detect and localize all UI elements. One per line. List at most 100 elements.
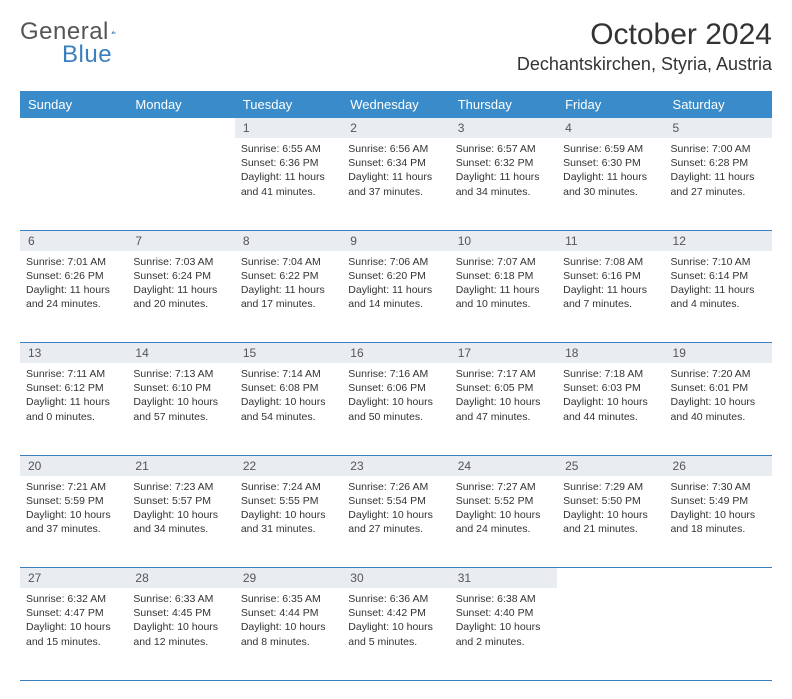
daynum-row: 20212223242526: [20, 455, 772, 476]
sunrise-line: Sunrise: 7:11 AM: [26, 367, 121, 381]
day-number-cell: 16: [342, 343, 449, 364]
day-number: 3: [450, 118, 557, 138]
day-content-cell: Sunrise: 7:04 AMSunset: 6:22 PMDaylight:…: [235, 251, 342, 343]
day-cell: Sunrise: 6:57 AMSunset: 6:32 PMDaylight:…: [450, 138, 557, 205]
daylight-line: Daylight: 11 hours and 14 minutes.: [348, 283, 443, 311]
sunrise-line: Sunrise: 7:06 AM: [348, 255, 443, 269]
day-number-cell: 7: [127, 230, 234, 251]
daylight-line: Daylight: 10 hours and 54 minutes.: [241, 395, 336, 423]
day-number-cell: 19: [665, 343, 772, 364]
day-content-cell: Sunrise: 7:18 AMSunset: 6:03 PMDaylight:…: [557, 363, 664, 455]
calendar-body: 12345Sunrise: 6:55 AMSunset: 6:36 PMDayl…: [20, 118, 772, 680]
empty-cell: [557, 568, 664, 589]
day-number-cell: 1: [235, 118, 342, 138]
day-number: 8: [235, 231, 342, 251]
day-content-cell: Sunrise: 7:08 AMSunset: 6:16 PMDaylight:…: [557, 251, 664, 343]
sunrise-line: Sunrise: 7:07 AM: [456, 255, 551, 269]
sunrise-line: Sunrise: 6:57 AM: [456, 142, 551, 156]
day-number: 9: [342, 231, 449, 251]
empty-cell: [20, 138, 127, 230]
sunrise-line: Sunrise: 6:55 AM: [241, 142, 336, 156]
day-content-cell: Sunrise: 7:07 AMSunset: 6:18 PMDaylight:…: [450, 251, 557, 343]
sunrise-line: Sunrise: 7:18 AM: [563, 367, 658, 381]
day-cell: Sunrise: 7:11 AMSunset: 6:12 PMDaylight:…: [20, 363, 127, 430]
day-content-cell: Sunrise: 7:23 AMSunset: 5:57 PMDaylight:…: [127, 476, 234, 568]
weekday-header: Saturday: [665, 91, 772, 118]
day-number-cell: 12: [665, 230, 772, 251]
day-number: 26: [665, 456, 772, 476]
daynum-row: 6789101112: [20, 230, 772, 251]
day-cell: Sunrise: 6:32 AMSunset: 4:47 PMDaylight:…: [20, 588, 127, 655]
sunset-line: Sunset: 6:12 PM: [26, 381, 121, 395]
day-cell: Sunrise: 7:03 AMSunset: 6:24 PMDaylight:…: [127, 251, 234, 318]
empty-cell: [665, 568, 772, 589]
sunset-line: Sunset: 6:24 PM: [133, 269, 228, 283]
day-content-cell: Sunrise: 6:33 AMSunset: 4:45 PMDaylight:…: [127, 588, 234, 680]
day-number-cell: 11: [557, 230, 664, 251]
sunrise-line: Sunrise: 7:10 AM: [671, 255, 766, 269]
day-number: 14: [127, 343, 234, 363]
day-cell: Sunrise: 7:18 AMSunset: 6:03 PMDaylight:…: [557, 363, 664, 430]
sunset-line: Sunset: 6:22 PM: [241, 269, 336, 283]
sunrise-line: Sunrise: 6:35 AM: [241, 592, 336, 606]
day-cell: Sunrise: 7:00 AMSunset: 6:28 PMDaylight:…: [665, 138, 772, 205]
calendar-row: Sunrise: 6:55 AMSunset: 6:36 PMDaylight:…: [20, 138, 772, 230]
weekday-header: Sunday: [20, 91, 127, 118]
day-number: 11: [557, 231, 664, 251]
day-number: 25: [557, 456, 664, 476]
sunset-line: Sunset: 6:08 PM: [241, 381, 336, 395]
sunset-line: Sunset: 4:44 PM: [241, 606, 336, 620]
day-cell: Sunrise: 6:38 AMSunset: 4:40 PMDaylight:…: [450, 588, 557, 655]
day-number: 19: [665, 343, 772, 363]
location-subtitle: Dechantskirchen, Styria, Austria: [517, 54, 772, 75]
day-number: 18: [557, 343, 664, 363]
day-number: 29: [235, 568, 342, 588]
sunset-line: Sunset: 6:18 PM: [456, 269, 551, 283]
daylight-line: Daylight: 10 hours and 37 minutes.: [26, 508, 121, 536]
daylight-line: Daylight: 10 hours and 24 minutes.: [456, 508, 551, 536]
sunset-line: Sunset: 6:16 PM: [563, 269, 658, 283]
day-number-cell: 3: [450, 118, 557, 138]
sunrise-line: Sunrise: 7:16 AM: [348, 367, 443, 381]
day-number: 6: [20, 231, 127, 251]
day-number-cell: 17: [450, 343, 557, 364]
sunrise-line: Sunrise: 7:26 AM: [348, 480, 443, 494]
day-number-cell: 23: [342, 455, 449, 476]
day-content-cell: Sunrise: 7:29 AMSunset: 5:50 PMDaylight:…: [557, 476, 664, 568]
sunrise-line: Sunrise: 7:00 AM: [671, 142, 766, 156]
brand-sail-icon: [111, 21, 116, 43]
day-number: 12: [665, 231, 772, 251]
calendar-head: SundayMondayTuesdayWednesdayThursdayFrid…: [20, 91, 772, 118]
sunrise-line: Sunrise: 7:04 AM: [241, 255, 336, 269]
day-cell: Sunrise: 7:06 AMSunset: 6:20 PMDaylight:…: [342, 251, 449, 318]
sunrise-line: Sunrise: 7:24 AM: [241, 480, 336, 494]
sunrise-line: Sunrise: 7:17 AM: [456, 367, 551, 381]
day-content-cell: Sunrise: 7:27 AMSunset: 5:52 PMDaylight:…: [450, 476, 557, 568]
daylight-line: Daylight: 10 hours and 40 minutes.: [671, 395, 766, 423]
day-number: 21: [127, 456, 234, 476]
empty-cell: [20, 118, 127, 138]
daylight-line: Daylight: 10 hours and 18 minutes.: [671, 508, 766, 536]
day-number: 16: [342, 343, 449, 363]
daylight-line: Daylight: 10 hours and 50 minutes.: [348, 395, 443, 423]
daylight-line: Daylight: 11 hours and 34 minutes.: [456, 170, 551, 198]
sunset-line: Sunset: 4:45 PM: [133, 606, 228, 620]
sunset-line: Sunset: 4:40 PM: [456, 606, 551, 620]
day-number: 23: [342, 456, 449, 476]
daylight-line: Daylight: 10 hours and 34 minutes.: [133, 508, 228, 536]
daylight-line: Daylight: 10 hours and 47 minutes.: [456, 395, 551, 423]
day-number: 30: [342, 568, 449, 588]
day-content-cell: Sunrise: 6:56 AMSunset: 6:34 PMDaylight:…: [342, 138, 449, 230]
day-cell: Sunrise: 6:55 AMSunset: 6:36 PMDaylight:…: [235, 138, 342, 205]
sunrise-line: Sunrise: 6:33 AM: [133, 592, 228, 606]
day-number: 15: [235, 343, 342, 363]
daylight-line: Daylight: 11 hours and 30 minutes.: [563, 170, 658, 198]
calendar-row: Sunrise: 7:21 AMSunset: 5:59 PMDaylight:…: [20, 476, 772, 568]
day-number-cell: 27: [20, 568, 127, 589]
empty-cell: [665, 588, 772, 680]
day-content-cell: Sunrise: 7:01 AMSunset: 6:26 PMDaylight:…: [20, 251, 127, 343]
calendar-page: General October 2024 Dechantskirchen, St…: [0, 0, 792, 699]
day-content-cell: Sunrise: 7:06 AMSunset: 6:20 PMDaylight:…: [342, 251, 449, 343]
day-content-cell: Sunrise: 7:11 AMSunset: 6:12 PMDaylight:…: [20, 363, 127, 455]
daylight-line: Daylight: 10 hours and 8 minutes.: [241, 620, 336, 648]
